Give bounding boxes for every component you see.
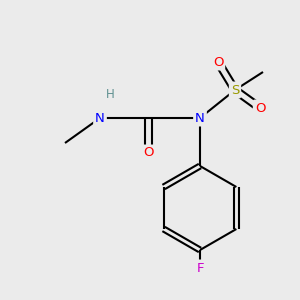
Text: N: N bbox=[195, 112, 205, 124]
Text: O: O bbox=[143, 146, 153, 160]
Text: F: F bbox=[196, 262, 204, 275]
Text: S: S bbox=[231, 83, 239, 97]
Text: O: O bbox=[255, 101, 265, 115]
Text: N: N bbox=[95, 112, 105, 124]
Text: H: H bbox=[106, 88, 114, 101]
Text: O: O bbox=[213, 56, 223, 68]
